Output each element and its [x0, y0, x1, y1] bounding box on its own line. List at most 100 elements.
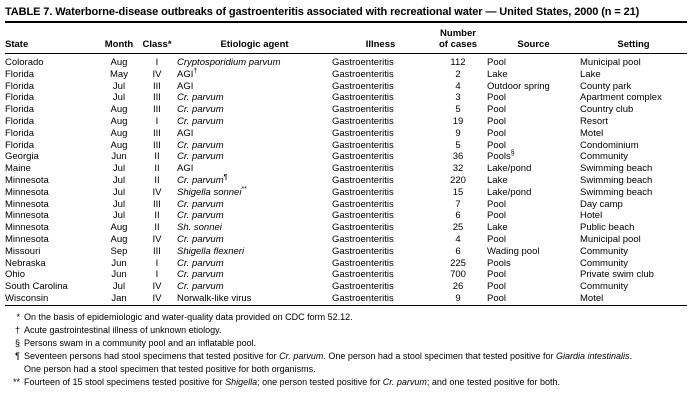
cell-source: Outdoor spring — [487, 80, 550, 92]
cell-setting: Private swim club — [580, 269, 654, 281]
cell-etiologic-agent: AGI† — [177, 67, 198, 80]
cell-source: Pool — [487, 104, 507, 116]
cell-etiologic-agent: Norwalk-like virus — [177, 292, 252, 304]
cell-number-of-cases: 3 — [455, 92, 461, 104]
col-header-number-of-cases: Number of cases — [429, 23, 487, 54]
cell-setting: Community — [580, 245, 629, 257]
cell-setting: Day camp — [580, 198, 623, 210]
table-row: Nebraska Jun I Cr. parvum Gastroenteritis 225… — [5, 258, 687, 270]
cell-setting: Hotel — [580, 210, 603, 222]
cell-illness: Gastroenteritis — [332, 80, 394, 92]
cell-setting: Lake — [580, 68, 601, 80]
cell-setting: County park — [580, 80, 632, 92]
cell-month: Jun — [111, 151, 127, 163]
table-row: Minnesota Aug II Sh. sonnei Gastroenteritis 2… — [5, 222, 687, 234]
table-row: Minnesota Jul II Cr. parvum Gastroenteritis 6… — [5, 210, 687, 222]
table-row: Florida Aug III AGI Gastroenteritis 9 Pool Mote… — [5, 128, 687, 140]
cell-source: Lake — [487, 68, 508, 80]
table-row: Wisconsin Jan IV Norwalk-like virus Gastroen… — [5, 293, 687, 305]
cell-illness: Gastroenteritis — [332, 127, 394, 139]
cell-setting: Community — [580, 151, 629, 163]
cell-class: II — [154, 210, 160, 222]
cell-number-of-cases: 112 — [450, 57, 466, 68]
footnote: ¶ Seventeen persons had stool specimens t… — [5, 350, 689, 376]
footnote-text: Fourteen of 15 stool specimens tested po… — [24, 377, 560, 387]
cell-month: Jul — [112, 80, 126, 92]
cell-setting: Municipal pool — [580, 233, 641, 245]
col-header-state: State — [5, 23, 101, 54]
footnote-symbol: ** — [12, 377, 20, 387]
table-row: Colorado Aug I Cryptosporidium parvum Gastro… — [5, 54, 687, 69]
cell-state: Wisconsin — [5, 292, 49, 304]
table-row: Florida Aug I Cr. parvum Gastroenteritis 19 Po… — [5, 116, 687, 128]
table-title: TABLE 7. Waterborne-disease outbreaks of… — [5, 6, 640, 18]
cell-state: Minnesota — [5, 233, 49, 245]
cell-etiologic-agent: Cr. parvum — [177, 115, 224, 127]
footnote-text: Acute gastrointestinal illness of unknow… — [24, 325, 222, 335]
cell-state: Maine — [5, 163, 31, 175]
cell-source: Pool — [487, 139, 507, 151]
table-row: Ohio Jun I Cr. parvum Gastroenteritis 700 Pool… — [5, 269, 687, 281]
cell-class: II — [154, 151, 160, 163]
cell-class: III — [153, 139, 161, 151]
cell-etiologic-agent: AGI — [177, 163, 194, 175]
cell-illness: Gastroenteritis — [332, 57, 394, 68]
col-header-class: Class* — [137, 23, 177, 54]
cell-month: Aug — [110, 139, 128, 151]
cell-etiologic-agent: Cr. parvum — [177, 104, 224, 116]
cell-source: Pool — [487, 269, 507, 281]
cell-illness: Gastroenteritis — [332, 245, 394, 257]
cell-class: II — [154, 174, 160, 186]
cell-number-of-cases: 36 — [452, 151, 464, 163]
cell-month: Jun — [111, 269, 127, 281]
col-header-number-line2: of cases — [438, 39, 478, 50]
table-row: Florida May IV AGI† Gastroenteritis 2 Lake Lake — [5, 67, 687, 81]
cell-month: Aug — [110, 233, 128, 245]
cell-setting: Municipal pool — [580, 57, 641, 68]
footnote: † Acute gastrointestinal illness of unkno… — [5, 324, 689, 337]
footnote-text: Persons swam in a community pool and an … — [24, 338, 257, 348]
table-row: Florida Aug III Cr. parvum Gastroenteritis 5 P… — [5, 140, 687, 152]
cell-illness: Gastroenteritis — [332, 292, 394, 304]
cell-etiologic-agent: Cr. parvum — [177, 233, 224, 245]
table-row: Maine Jul II AGI Gastroenteritis 32 Lake/pond S… — [5, 163, 687, 175]
cell-month: Jul — [112, 174, 126, 186]
col-header-number-line1: Number — [440, 28, 476, 39]
table-row: Minnesota Jul II Cr. parvum¶ Gastroenteritis… — [5, 174, 687, 187]
cell-class: I — [155, 115, 159, 127]
cell-illness: Gastroenteritis — [332, 281, 394, 293]
cell-setting: Swimming beach — [580, 163, 653, 175]
cell-month: Jan — [111, 292, 127, 304]
cell-etiologic-agent: Cr. parvum — [177, 198, 224, 210]
footnote-symbol: § — [14, 338, 20, 348]
footnote-text: On the basis of epidemiologic and water-… — [24, 312, 353, 322]
cell-number-of-cases: 700 — [450, 269, 466, 281]
cell-etiologic-agent: Shigella flexneri — [177, 245, 245, 257]
cell-setting: Resort — [580, 115, 608, 127]
table-row: Missouri Sep III Shigella flexneri Gastroent… — [5, 246, 687, 258]
table-row: South Carolina Jul IV Cr. parvum Gastroenter… — [5, 281, 687, 293]
cell-setting: Public beach — [580, 222, 635, 234]
cell-class: III — [153, 198, 161, 210]
cell-state: South Carolina — [5, 281, 68, 293]
footnote-symbol: * — [16, 312, 20, 322]
cell-source: Pool — [487, 57, 507, 68]
cell-class: III — [153, 245, 161, 257]
cell-source: Pool — [487, 127, 507, 139]
cell-setting: Swimming beach — [580, 174, 653, 186]
cell-state: Minnesota — [5, 186, 49, 198]
cell-source: Pool — [487, 115, 507, 127]
cell-illness: Gastroenteritis — [332, 222, 394, 234]
cell-month: Sep — [110, 245, 128, 257]
cell-source: Pool — [487, 210, 507, 222]
cell-class: IV — [152, 233, 162, 245]
cell-number-of-cases: 32 — [452, 163, 464, 175]
cell-setting: Swimming beach — [580, 186, 653, 198]
cell-number-of-cases: 7 — [455, 198, 461, 210]
cell-etiologic-agent: Cryptosporidium parvum — [177, 57, 281, 68]
cell-illness: Gastroenteritis — [332, 104, 394, 116]
cell-illness: Gastroenteritis — [332, 257, 394, 269]
cell-source: Pool — [487, 292, 507, 304]
cell-class: II — [154, 222, 160, 234]
cell-month: Jul — [112, 281, 126, 293]
